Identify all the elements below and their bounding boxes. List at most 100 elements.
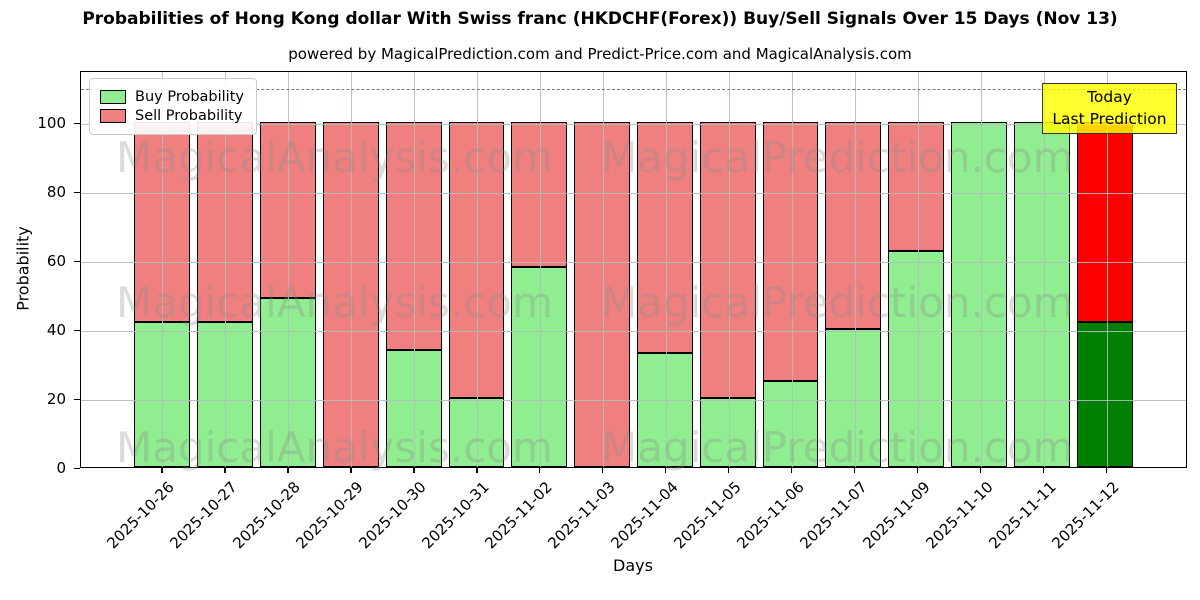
bar-slot-2025-11-06	[759, 72, 822, 467]
x-tick-label-2025-11-03: 2025-11-03	[544, 478, 619, 553]
bar-slot-2025-11-03	[571, 72, 634, 467]
plot-area: MagicalAnalysis.com MagicalPrediction.com…	[80, 71, 1187, 472]
sell-segment	[448, 121, 505, 398]
sell-segment	[134, 121, 191, 323]
v-gridline	[728, 72, 730, 467]
x-tick-label-2025-11-07: 2025-11-07	[796, 478, 871, 553]
watermark-text: MagicalAnalysis.com	[116, 423, 553, 472]
sell-segment	[1076, 121, 1133, 323]
legend-item-buy: Buy Probability	[100, 89, 244, 105]
x-tick-mark	[664, 468, 667, 473]
buy-segment	[1013, 121, 1070, 467]
y-tick-label: 60	[46, 251, 66, 270]
v-gridline	[162, 72, 164, 467]
y-tick-mark	[74, 191, 80, 194]
x-tick-mark	[790, 468, 793, 473]
bars-container	[81, 72, 1186, 467]
v-gridline	[917, 72, 919, 467]
today-annotation-box: Today Last Prediction	[1042, 83, 1177, 134]
stacked-bar-2025-11-05	[699, 121, 756, 467]
v-gridline	[791, 72, 793, 467]
x-tick-mark	[916, 468, 919, 473]
x-tick-label-2025-11-09: 2025-11-09	[859, 478, 934, 553]
sell-color-swatch	[100, 109, 126, 123]
buy-segment	[825, 328, 882, 467]
y-tick-label: 20	[46, 389, 66, 408]
buy-segment	[511, 266, 568, 467]
stacked-bar-2025-11-03	[574, 121, 631, 467]
x-tick-mark	[287, 468, 289, 473]
buy-segment	[448, 397, 505, 467]
stacked-bar-2025-11-11	[1013, 121, 1070, 467]
legend-item-sell: Sell Probability	[100, 108, 244, 124]
dashed-threshold-line	[81, 89, 1186, 91]
v-gridline	[225, 72, 227, 467]
y-tick-mark	[74, 468, 80, 470]
h-gridline	[81, 192, 1186, 194]
x-axis-ticks: 2025-10-26 2025-10-27 2025-10-28 2025-10-29…	[80, 468, 1187, 588]
stacked-bar-2025-10-29	[322, 121, 379, 467]
buy-segment	[762, 380, 819, 467]
stacked-bar-2025-10-28	[260, 121, 316, 467]
h-gridline	[81, 261, 1186, 263]
v-gridline	[854, 72, 856, 467]
buy-segment	[888, 251, 945, 467]
v-gridline	[980, 72, 982, 467]
today-annotation-line2: Last Prediction	[1052, 110, 1167, 128]
sell-segment	[636, 121, 693, 354]
y-axis-ticks: 0 20 40 60 80 100	[0, 71, 80, 477]
bar-slot-2025-11-04	[634, 72, 697, 467]
y-tick-label: 100	[37, 113, 66, 132]
x-tick-label-2025-11-05: 2025-11-05	[670, 478, 745, 553]
sell-segment	[825, 121, 882, 329]
buy-segment	[260, 297, 316, 467]
x-tick-mark	[539, 468, 541, 473]
x-tick-mark	[350, 468, 352, 473]
watermark-text: MagicalAnalysis.com	[116, 278, 553, 327]
x-tick-label-2025-10-29: 2025-10-29	[292, 478, 368, 553]
h-gridline	[81, 399, 1186, 401]
stacked-bar-2025-10-30	[385, 121, 442, 467]
sell-segment	[322, 121, 379, 467]
y-tick-label: 40	[46, 320, 66, 339]
buy-segment	[636, 353, 693, 467]
x-tick-mark	[979, 468, 982, 473]
chart-subtitle: powered by MagicalPrediction.com and Pre…	[288, 45, 912, 63]
bar-slot-2025-10-26	[131, 72, 194, 467]
y-tick-mark	[74, 260, 80, 263]
legend-label-sell: Sell Probability	[135, 108, 243, 124]
bar-slot-2025-11-07	[822, 72, 885, 467]
sell-segment	[574, 121, 631, 467]
chart-title: Probabilities of Hong Kong dollar With S…	[82, 9, 1118, 29]
x-tick-mark	[853, 468, 856, 473]
buy-segment	[1076, 322, 1133, 467]
x-tick-mark	[413, 468, 415, 473]
x-tick-mark	[161, 468, 163, 473]
watermark-text: MagicalPrediction.com	[601, 423, 1074, 472]
buy-color-swatch	[100, 90, 126, 104]
x-tick-mark	[1042, 468, 1044, 473]
buy-segment	[134, 322, 191, 467]
buy-segment	[197, 322, 254, 467]
x-tick-mark	[224, 468, 226, 473]
bar-slot-2025-11-12	[1073, 72, 1136, 467]
stacked-bar-2025-11-06	[762, 121, 819, 467]
v-gridline	[540, 72, 542, 467]
y-tick-mark	[74, 398, 80, 401]
stacked-bar-2025-11-04	[636, 121, 693, 467]
stacked-bar-2025-10-26	[134, 121, 191, 467]
sell-segment	[699, 121, 756, 398]
x-tick-label-2025-11-10: 2025-11-10	[922, 478, 997, 553]
x-tick-label-2025-11-06: 2025-11-06	[733, 478, 808, 553]
x-tick-label-2025-10-28: 2025-10-28	[229, 478, 305, 553]
v-gridline	[665, 72, 667, 467]
x-tick-label-2025-11-04: 2025-11-04	[607, 478, 682, 553]
watermark-text: MagicalPrediction.com	[601, 278, 1074, 327]
y-tick-label: 80	[46, 182, 66, 201]
bar-slot-2025-11-02	[508, 72, 571, 467]
sell-segment	[260, 121, 316, 298]
stacked-bar-2025-11-07	[825, 121, 882, 467]
y-tick-mark	[74, 122, 80, 125]
buy-segment	[951, 121, 1007, 467]
today-annotation-line1: Today	[1087, 88, 1132, 106]
